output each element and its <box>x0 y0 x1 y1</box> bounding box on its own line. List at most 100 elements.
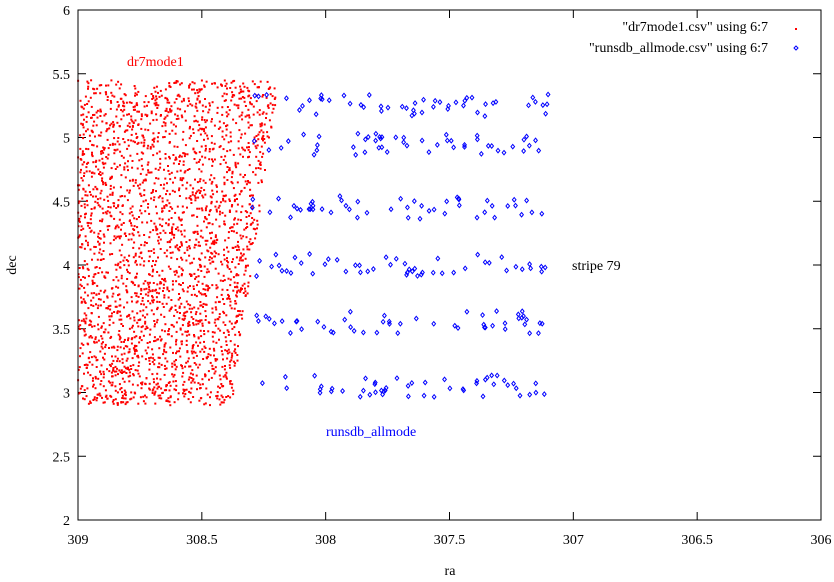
data-point-dr7mode1 <box>178 163 180 165</box>
data-point-dr7mode1 <box>208 210 211 213</box>
data-point-dr7mode1 <box>119 97 122 100</box>
data-point-dr7mode1 <box>86 162 88 165</box>
data-point-dr7mode1 <box>163 183 166 186</box>
data-point-dr7mode1 <box>125 401 128 404</box>
data-point-dr7mode1 <box>153 340 155 343</box>
data-point-dr7mode1 <box>134 252 137 255</box>
x-tick-label: 307.5 <box>434 533 466 548</box>
data-point-runsdb-allmode <box>521 313 526 320</box>
data-point-dr7mode1 <box>237 246 240 248</box>
data-point-dr7mode1 <box>210 174 213 177</box>
data-point-dr7mode1 <box>271 111 274 114</box>
data-point-dr7mode1 <box>140 243 143 246</box>
data-point-dr7mode1 <box>207 111 210 114</box>
data-point-dr7mode1 <box>213 82 216 85</box>
data-point-dr7mode1 <box>120 323 123 325</box>
data-point-dr7mode1 <box>211 307 214 310</box>
data-point-dr7mode1 <box>177 117 180 120</box>
data-point-dr7mode1 <box>186 169 189 171</box>
data-point-dr7mode1 <box>144 95 147 98</box>
data-point-dr7mode1 <box>218 300 221 303</box>
data-point-dr7mode1 <box>107 380 110 383</box>
data-point-dr7mode1 <box>107 228 109 231</box>
data-point-dr7mode1 <box>148 255 151 258</box>
data-point-dr7mode1 <box>163 330 166 333</box>
data-point-dr7mode1 <box>88 191 91 193</box>
data-point-dr7mode1 <box>216 296 219 299</box>
data-point-dr7mode1 <box>125 259 128 261</box>
data-point-dr7mode1 <box>199 244 201 247</box>
data-point-dr7mode1 <box>223 303 226 305</box>
data-point-dr7mode1 <box>197 268 200 271</box>
data-point-dr7mode1 <box>141 325 144 328</box>
data-point-dr7mode1 <box>155 113 158 116</box>
data-point-dr7mode1 <box>124 397 127 400</box>
data-point-dr7mode1 <box>92 195 94 198</box>
data-point-dr7mode1 <box>148 363 151 365</box>
data-point-dr7mode1 <box>144 382 147 385</box>
data-point-dr7mode1 <box>237 218 240 221</box>
data-point-dr7mode1 <box>221 135 224 138</box>
data-point-dr7mode1 <box>192 345 194 348</box>
data-point-dr7mode1 <box>191 347 194 350</box>
data-point-dr7mode1 <box>83 364 86 366</box>
data-point-dr7mode1 <box>116 140 119 143</box>
data-point-dr7mode1 <box>241 118 244 121</box>
data-point-dr7mode1 <box>103 401 106 404</box>
data-point-dr7mode1 <box>127 339 129 342</box>
data-point-dr7mode1 <box>201 128 203 131</box>
data-point-runsdb-allmode <box>405 393 411 400</box>
data-point-dr7mode1 <box>237 274 240 277</box>
data-point-dr7mode1 <box>93 172 96 175</box>
data-point-dr7mode1 <box>132 122 135 124</box>
data-point-dr7mode1 <box>162 283 165 286</box>
data-point-dr7mode1 <box>92 87 95 90</box>
data-point-dr7mode1 <box>168 173 171 176</box>
data-point-dr7mode1 <box>274 104 277 107</box>
data-point-dr7mode1 <box>251 242 254 244</box>
data-point-runsdb-allmode <box>353 151 359 158</box>
data-point-dr7mode1 <box>248 90 251 93</box>
data-point-dr7mode1 <box>218 225 221 228</box>
data-point-dr7mode1 <box>133 391 136 394</box>
data-point-dr7mode1 <box>132 184 135 187</box>
data-point-dr7mode1 <box>196 89 199 92</box>
data-point-dr7mode1 <box>178 283 181 286</box>
data-point-dr7mode1 <box>212 260 215 263</box>
data-point-dr7mode1 <box>232 247 235 249</box>
data-point-dr7mode1 <box>221 190 224 193</box>
data-point-dr7mode1 <box>210 237 213 240</box>
data-point-dr7mode1 <box>136 321 139 324</box>
data-point-dr7mode1 <box>93 252 96 255</box>
data-point-dr7mode1 <box>239 234 242 237</box>
data-point-dr7mode1 <box>100 335 103 338</box>
data-point-dr7mode1 <box>131 337 134 340</box>
data-point-dr7mode1 <box>103 148 106 151</box>
data-point-dr7mode1 <box>251 207 254 210</box>
data-point-dr7mode1 <box>203 330 205 332</box>
data-point-dr7mode1 <box>186 330 189 333</box>
data-point-dr7mode1 <box>244 295 247 297</box>
data-point-runsdb-allmode <box>480 312 486 319</box>
data-point-dr7mode1 <box>215 185 218 188</box>
data-point-dr7mode1 <box>203 85 206 88</box>
data-point-dr7mode1 <box>191 369 194 372</box>
data-point-dr7mode1 <box>245 183 248 186</box>
data-point-dr7mode1 <box>258 204 261 207</box>
data-point-dr7mode1 <box>113 95 116 98</box>
data-point-dr7mode1 <box>182 290 185 293</box>
data-point-runsdb-allmode <box>254 312 260 319</box>
data-point-dr7mode1 <box>156 140 159 143</box>
data-point-dr7mode1 <box>131 232 134 235</box>
data-point-dr7mode1 <box>187 303 190 306</box>
data-point-dr7mode1 <box>123 264 126 267</box>
data-point-runsdb-allmode <box>322 261 328 268</box>
data-point-dr7mode1 <box>125 359 128 362</box>
data-point-dr7mode1 <box>144 179 147 182</box>
data-point-dr7mode1 <box>214 236 217 238</box>
data-point-dr7mode1 <box>229 131 232 134</box>
data-point-runsdb-allmode <box>358 101 364 108</box>
data-point-dr7mode1 <box>103 241 105 244</box>
data-point-dr7mode1 <box>195 354 198 357</box>
data-point-dr7mode1 <box>205 205 208 208</box>
